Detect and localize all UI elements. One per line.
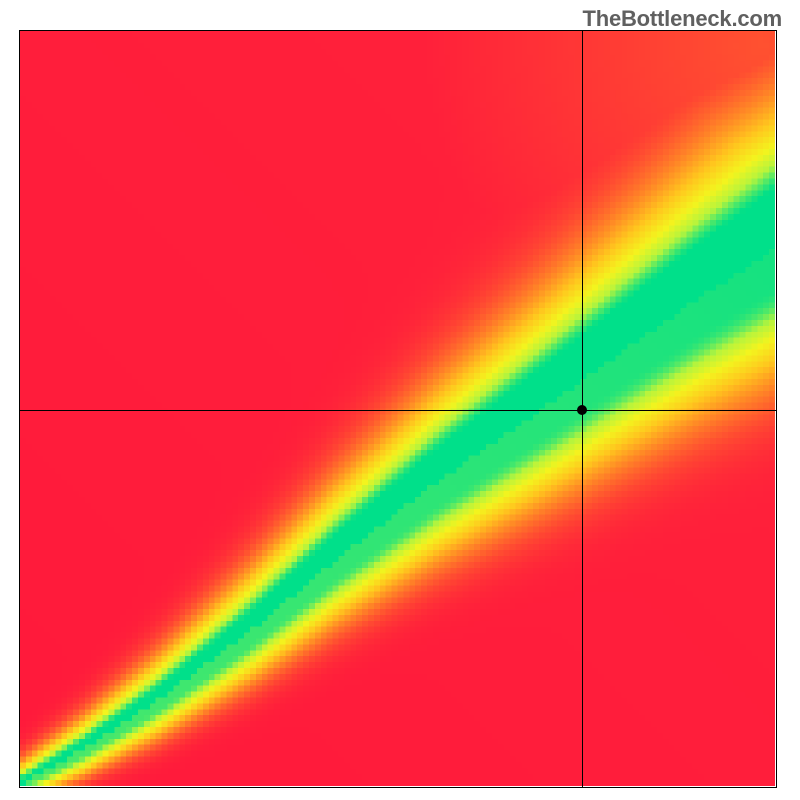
crosshair-marker (577, 405, 587, 415)
crosshair-horizontal (20, 410, 776, 411)
plot-area (19, 30, 777, 788)
watermark-text: TheBottleneck.com (582, 6, 782, 32)
figure-root: TheBottleneck.com (0, 0, 800, 800)
heatmap-canvas (20, 31, 775, 786)
